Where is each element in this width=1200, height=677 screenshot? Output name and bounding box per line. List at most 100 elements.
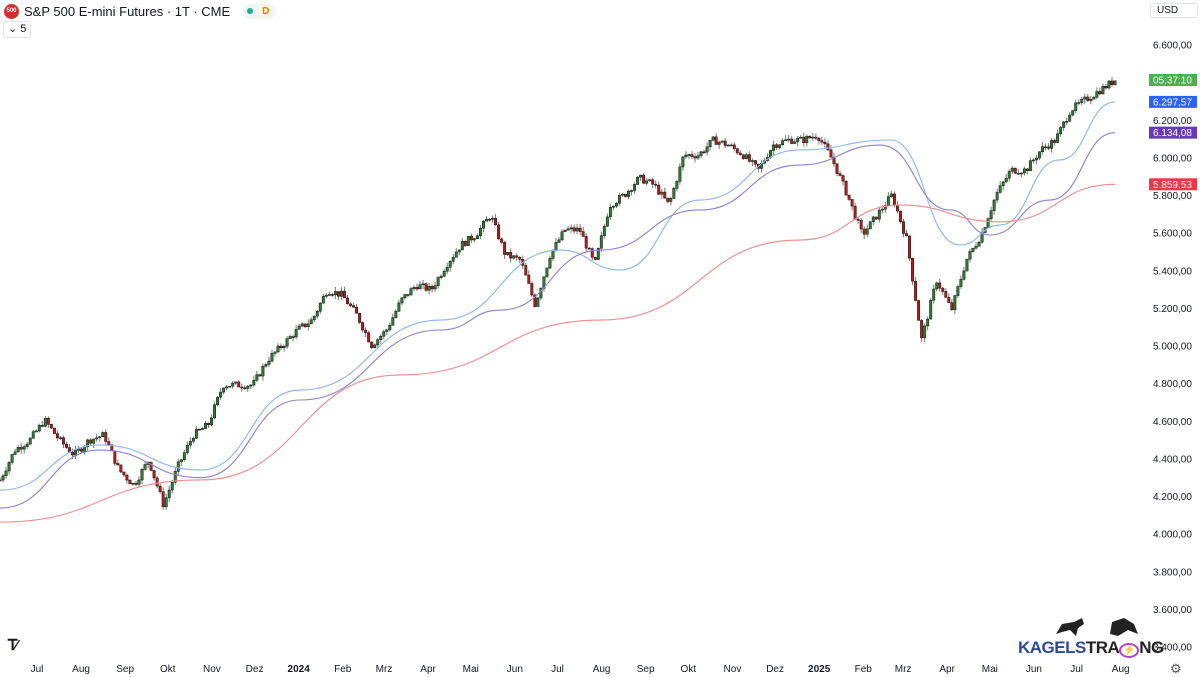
y-tick-label: 5.200,00 bbox=[1153, 304, 1192, 315]
candle-body bbox=[324, 294, 328, 297]
candle-body bbox=[651, 179, 655, 185]
candle-body bbox=[633, 184, 637, 191]
candle-body bbox=[258, 374, 262, 377]
candle-body bbox=[346, 297, 349, 305]
candle-body bbox=[349, 303, 352, 306]
candle-body bbox=[485, 219, 488, 222]
x-tick-label: Jul bbox=[31, 664, 44, 675]
symbol-title[interactable]: S&P 500 E-mini Futures · 1T · CME bbox=[24, 3, 231, 19]
candle-body bbox=[663, 191, 667, 199]
candle-body bbox=[300, 323, 304, 327]
candle-body bbox=[388, 324, 392, 331]
candle-body bbox=[379, 335, 383, 340]
candle-body bbox=[125, 474, 129, 481]
candle-body bbox=[231, 382, 235, 387]
candle-body bbox=[315, 310, 319, 317]
y-tick-label: 4.400,00 bbox=[1153, 454, 1192, 465]
candle-body bbox=[657, 184, 661, 195]
y-tick-label: 5.000,00 bbox=[1153, 342, 1192, 353]
candle-body bbox=[868, 221, 872, 230]
candle-body bbox=[370, 341, 374, 348]
candle-body bbox=[775, 144, 779, 148]
candle-body bbox=[1053, 140, 1057, 143]
candle-body bbox=[294, 329, 298, 338]
candle-body bbox=[714, 136, 718, 145]
kagelstrading-watermark: KAGELSTRA ⚡ NG bbox=[1018, 616, 1164, 658]
candle-body bbox=[83, 446, 87, 452]
candle-body bbox=[1059, 127, 1063, 135]
candle-body bbox=[675, 181, 679, 189]
candle-body bbox=[65, 443, 68, 448]
candle-body bbox=[1080, 98, 1084, 103]
candle-body bbox=[744, 154, 748, 159]
x-tick-label: Feb bbox=[855, 664, 873, 675]
candle-body bbox=[1092, 96, 1096, 100]
candle-body bbox=[98, 436, 102, 439]
x-tick-label: Sep bbox=[116, 664, 134, 675]
candle-body bbox=[197, 428, 201, 431]
candle-body bbox=[152, 470, 156, 479]
candle-body bbox=[343, 290, 346, 299]
candle-body bbox=[1047, 146, 1050, 149]
y-tick-label: 5.800,00 bbox=[1153, 191, 1192, 202]
candle-body bbox=[793, 141, 797, 144]
candle-body bbox=[158, 485, 162, 492]
candle-body bbox=[572, 227, 576, 232]
candle-body bbox=[630, 190, 633, 192]
candle-body bbox=[723, 140, 727, 146]
candle-body bbox=[844, 180, 848, 196]
tradingview-logo-icon[interactable]: ꓔ⁄ bbox=[8, 637, 18, 654]
candle-body bbox=[104, 432, 108, 442]
candle-body bbox=[811, 136, 815, 139]
y-tick-label: 4.600,00 bbox=[1153, 417, 1192, 428]
candle-body bbox=[475, 235, 479, 240]
candle-body bbox=[965, 258, 969, 272]
candle-body bbox=[482, 220, 485, 229]
candle-body bbox=[895, 204, 899, 212]
candle-body bbox=[1065, 121, 1069, 123]
candle-body bbox=[1056, 133, 1060, 143]
indicators-collapse-button[interactable]: ⌄ 5 bbox=[3, 21, 32, 38]
candle-body bbox=[297, 325, 301, 330]
candle-body bbox=[862, 228, 866, 235]
candle-body bbox=[856, 218, 860, 221]
candle-body bbox=[796, 137, 800, 143]
market-open-dot-icon bbox=[247, 8, 254, 14]
brand-part: NG bbox=[1139, 638, 1164, 657]
candle-body bbox=[1034, 157, 1038, 161]
candle-body bbox=[690, 154, 694, 157]
gear-icon[interactable]: ⚙ bbox=[1170, 661, 1182, 676]
candle-body bbox=[874, 216, 878, 220]
candle-body bbox=[817, 138, 821, 141]
candle-body bbox=[397, 302, 401, 312]
candle-body bbox=[608, 207, 612, 218]
candle-body bbox=[548, 258, 552, 269]
candle-body bbox=[886, 196, 890, 206]
candle-body bbox=[1028, 160, 1032, 171]
candle-body bbox=[587, 247, 591, 250]
candle-body bbox=[654, 183, 658, 186]
candle-body bbox=[1095, 91, 1099, 98]
candle-body bbox=[355, 306, 359, 314]
candle-body bbox=[1004, 177, 1008, 183]
currency-selector[interactable]: USD bbox=[1150, 3, 1198, 18]
candle-body bbox=[738, 152, 742, 156]
ma-fast-price-label-bg bbox=[1149, 95, 1197, 108]
candle-body bbox=[264, 364, 268, 367]
candle-body bbox=[602, 226, 606, 236]
candle-body bbox=[850, 199, 854, 207]
candle-body bbox=[460, 240, 464, 251]
candle-body bbox=[648, 179, 652, 182]
candle-body bbox=[185, 444, 189, 453]
candle-body bbox=[995, 192, 999, 201]
y-tick-label: 5.400,00 bbox=[1153, 266, 1192, 277]
candle-body bbox=[554, 242, 558, 251]
candle-body bbox=[621, 194, 624, 196]
market-status-badge[interactable]: D bbox=[243, 3, 277, 19]
candle-body bbox=[947, 297, 951, 303]
candle-body bbox=[720, 140, 724, 143]
candle-body bbox=[941, 287, 945, 292]
candle-body bbox=[1044, 146, 1047, 148]
candle-body bbox=[1038, 151, 1041, 159]
